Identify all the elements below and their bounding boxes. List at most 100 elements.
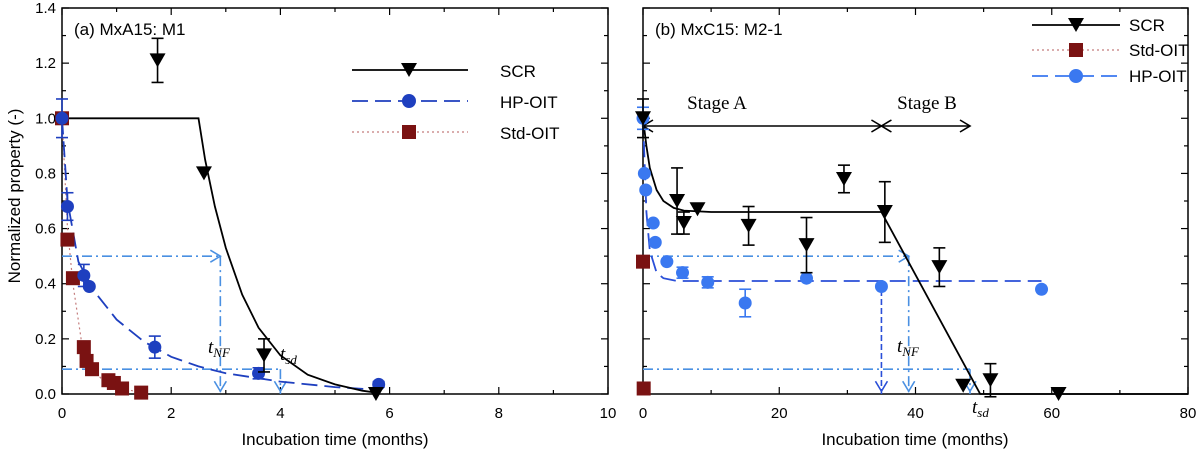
panel-b-hp-oit-point-8 <box>738 296 752 310</box>
panel-a-legend-hp-label: HP-OIT <box>500 93 558 112</box>
panel-b-scr-point-5 <box>798 238 815 253</box>
panel-a-ytick-label: 1.2 <box>35 55 56 72</box>
panel-a-legend-scr-marker <box>401 63 417 77</box>
panel-b-t-nf-t: t <box>897 336 903 357</box>
panel-b-legend-std-marker <box>1069 43 1083 57</box>
panel-b-scr-point-2 <box>675 216 692 231</box>
panel-a-xtick-label: 10 <box>600 405 617 422</box>
panel-a-t-nf-sub: NF <box>212 345 231 360</box>
panel-a-scr-point-2 <box>256 348 273 363</box>
panel-a-legend-scr-label: SCR <box>500 62 536 81</box>
panel-b-hp-oit-point-9 <box>800 271 813 285</box>
panel-a-legend: SCR HP-OIT Std-OIT <box>352 62 560 143</box>
panel-b-x-ticks: 0 20 40 60 80 <box>639 8 1197 422</box>
panel-b-t-sd-label: tsd <box>972 397 989 420</box>
panel-b-hp-oit-point-2 <box>639 183 653 197</box>
panel-b-std-oit-point-0 <box>636 254 650 269</box>
panel-a-ytick-label: 1.0 <box>35 110 56 127</box>
panel-b-hp-oit-point-10 <box>874 279 888 293</box>
panel-b-scr-point-7 <box>876 205 893 220</box>
panel-b-legend-scr-label: SCR <box>1129 16 1165 35</box>
panel-a-guide-tnf-arrow <box>213 380 228 393</box>
panel-b-scr-point-4 <box>740 218 757 233</box>
panel-a-scr-point-1 <box>195 166 212 181</box>
stage-a-label: Stage A <box>687 93 747 114</box>
panel-a-x-label: Incubation time (months) <box>241 430 428 449</box>
panel-b-hp-oit-point-11 <box>1035 282 1049 296</box>
panel-b-markers <box>635 98 1067 401</box>
panel-a-xtick-label: 2 <box>167 405 175 422</box>
panel-b-t-sd-t: t <box>972 397 978 418</box>
panel-b-title: (b) MxC15: M2-1 <box>655 20 783 39</box>
panel-b-guide-tnf-arrow <box>902 380 916 393</box>
panel-a-std-oit-point-1 <box>60 232 75 247</box>
panel-a-xtick-label: 6 <box>385 405 393 422</box>
panel-b-fit-curves <box>642 118 1188 395</box>
panel-b-scr-point-3 <box>689 202 706 217</box>
panel-a-t-sd-label: tsd <box>280 344 297 367</box>
panel-a-t-nf-t: t <box>208 337 214 358</box>
panel-b-fit-hp-oit <box>642 118 1042 282</box>
panel-a-ytick-label: 0.6 <box>35 221 56 238</box>
panel-b-fit-scr <box>642 118 1188 395</box>
panel-a-y-ticks: 0.0 0.2 0.4 0.6 0.8 1.0 1.2 1.4 <box>35 0 608 403</box>
panel-b-legend: SCR Std-OIT HP-OIT <box>1032 16 1189 86</box>
panel-a-scr-point-0 <box>149 53 166 68</box>
panel-a-hp-oit-point-0 <box>55 111 69 125</box>
panel-b-guide-lines <box>641 119 977 394</box>
panel-b-hp-oit-point-4 <box>648 235 662 249</box>
panel-b-hp-oit-point-7 <box>701 275 715 289</box>
stage-b-arrow-left <box>879 119 892 133</box>
panel-b-legend-std-label: Std-OIT <box>1129 41 1189 60</box>
panel-a-t-sd-sub: sd <box>285 352 297 367</box>
panel-b-xtick-label: 60 <box>1043 405 1060 422</box>
panel-a-ytick-label: 0.8 <box>35 165 56 182</box>
panel-b-scr-point-0 <box>635 111 651 126</box>
panel-b-x-label: Incubation time (months) <box>821 430 1008 449</box>
panel-b-xtick-label: 40 <box>907 405 924 422</box>
panel-a-scr-point-3 <box>367 387 384 401</box>
y-axis-label: Normalized property (-) <box>5 109 24 284</box>
panel-b: 0 20 40 60 80 (b) MxC15: M2-1 Incubation tim… <box>635 7 1197 449</box>
panel-a-guide-tsd-arrow <box>273 380 288 393</box>
panel-a-std-oit-point-3 <box>76 340 91 355</box>
panel-a-title: (a) MxA15: M1 <box>74 20 185 39</box>
panel-a-hp-oit-point-1 <box>60 200 74 214</box>
panel-a-x-ticks: 0 2 4 6 8 10 <box>58 8 617 422</box>
panel-a-std-oit-point-9 <box>134 385 149 400</box>
panel-b-scr-point-1 <box>669 194 686 208</box>
panel-a-xtick-label: 8 <box>495 405 503 422</box>
panel-a-markers <box>55 37 386 401</box>
panel-a-std-oit-point-8 <box>115 381 130 396</box>
panel-b-legend-scr-marker <box>1068 18 1084 32</box>
panel-a-ytick-label: 0.4 <box>35 276 56 293</box>
panel-b-scr-point-10 <box>982 373 999 388</box>
panel-b-scr-point-11 <box>1050 387 1067 401</box>
stage-b-arrow-right <box>959 119 972 133</box>
panel-a-ytick-label: 0.0 <box>35 386 56 403</box>
panel-a: 0.0 0.2 0.4 0.6 0.8 1.0 1.2 1.4 0 2 4 6 8 10 (a) MxA… <box>35 0 616 449</box>
panel-a-t-nf-label: tNF <box>208 337 231 360</box>
panel-a-hp-oit-point-3 <box>82 279 96 293</box>
panel-a-legend-std-label: Std-OIT <box>500 124 560 143</box>
panel-b-t-nf-label: tNF <box>897 336 920 359</box>
panel-b-scr-point-9 <box>955 378 972 393</box>
panel-b-legend-hp-label: HP-OIT <box>1129 67 1187 86</box>
panel-a-hp-oit-point-2 <box>77 268 91 282</box>
panel-a-std-oit-point-5 <box>85 362 100 377</box>
panel-b-guide-stage-drop-arrow <box>874 380 889 393</box>
panel-a-std-oit-point-2 <box>65 271 80 286</box>
panel-b-hp-oit-point-1 <box>637 166 651 180</box>
panel-b-t-sd-sub: sd <box>977 405 989 420</box>
panel-a-ytick-label: 0.2 <box>35 331 56 348</box>
panel-b-xtick-label: 0 <box>639 405 647 422</box>
panel-a-legend-std-marker <box>402 125 416 139</box>
panel-b-std-oit-point-1 <box>636 381 651 396</box>
panel-b-xtick-label: 80 <box>1180 405 1197 422</box>
panel-b-hp-oit-point-6 <box>676 266 690 280</box>
panel-a-hp-oit-point-5 <box>252 366 266 380</box>
panel-b-scr-point-6 <box>835 171 852 186</box>
panel-b-hp-oit-point-3 <box>646 216 660 230</box>
panel-a-legend-hp-marker <box>402 94 416 108</box>
